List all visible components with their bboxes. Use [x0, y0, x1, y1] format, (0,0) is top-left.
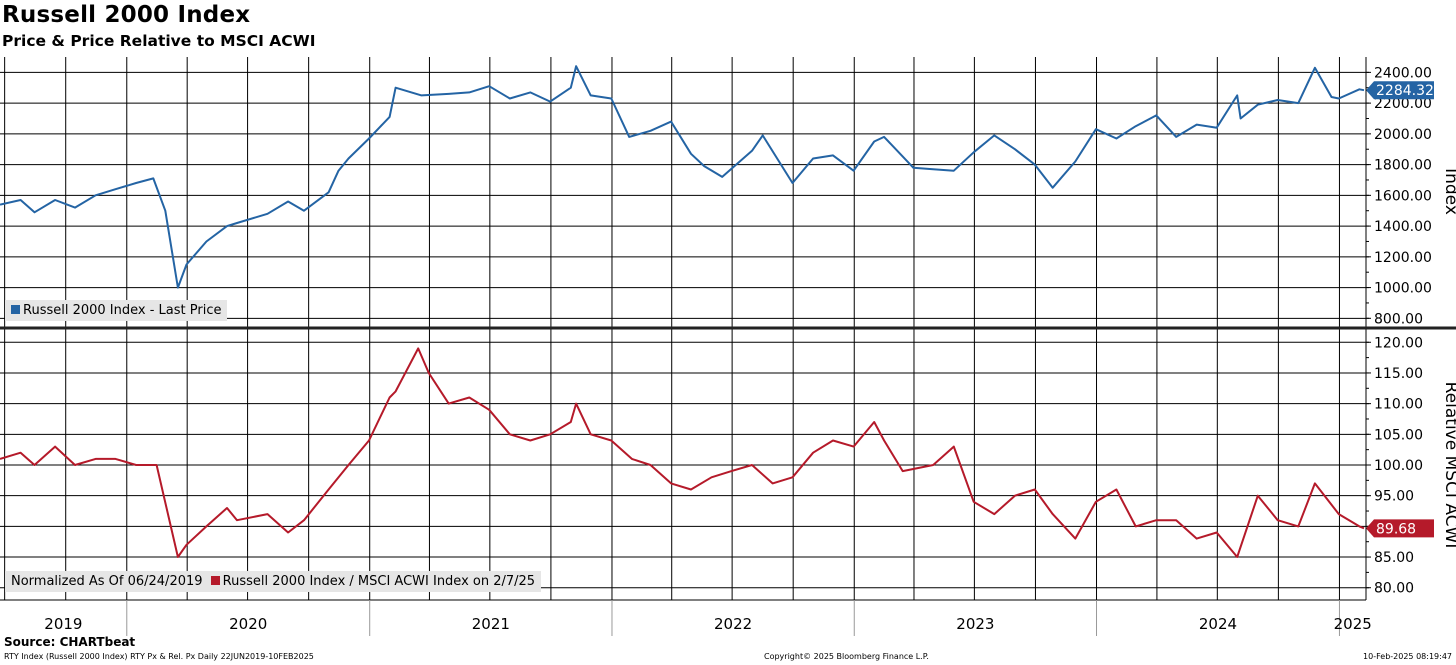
- y-tick-label: 100.00: [1374, 458, 1423, 474]
- y-axis-label: Index: [1441, 168, 1456, 215]
- legend-swatch-relative: [210, 576, 220, 585]
- x-year-label: 2024: [1199, 615, 1237, 633]
- y-tick-label: 120.00: [1374, 335, 1423, 351]
- y-tick-label: 1600.00: [1374, 188, 1432, 204]
- last-value-tag: [1366, 81, 1434, 100]
- x-year-label: 2023: [956, 615, 994, 633]
- y-tick-label: 2200.00: [1374, 96, 1432, 112]
- source-note: Source: CHARTbeat: [4, 635, 136, 649]
- legend-label-price: Russell 2000 Index - Last Price: [23, 303, 222, 318]
- y-tick-label: 1400.00: [1374, 219, 1432, 235]
- y-tick-label: 2000.00: [1374, 127, 1432, 143]
- y-tick-label: 105.00: [1374, 427, 1423, 443]
- y-tick-label: 1200.00: [1374, 250, 1432, 266]
- legend-price: Russell 2000 Index - Last Price: [5, 300, 228, 321]
- y-tick-label: 115.00: [1374, 366, 1423, 382]
- last-value-label: 89.68: [1376, 521, 1416, 537]
- y-tick-label: 95.00: [1374, 489, 1414, 505]
- footer-left: RTY Index (Russell 2000 Index) RTY Px & …: [4, 652, 314, 661]
- y-tick-label: 85.00: [1374, 550, 1414, 566]
- last-value-tag: [1366, 519, 1434, 538]
- y-tick-label: 80.00: [1374, 581, 1414, 597]
- x-year-label: 2020: [229, 615, 267, 633]
- last-value-label: 2284.32: [1376, 83, 1434, 99]
- legend-relative: Normalized As Of 06/24/2019 Russell 2000…: [5, 571, 542, 592]
- y-tick-label: 110.00: [1374, 397, 1423, 413]
- y-tick-label: 2400.00: [1374, 65, 1432, 81]
- x-year-label: 2022: [714, 615, 752, 633]
- y-tick-label: 1800.00: [1374, 158, 1432, 174]
- x-year-label: 2021: [472, 615, 510, 633]
- normalized-label: Normalized As Of 06/24/2019: [11, 574, 203, 589]
- footer-timestamp: 10-Feb-2025 08:19:47: [1363, 652, 1452, 661]
- legend-swatch-price: [11, 305, 20, 314]
- price-line: [0, 65, 1365, 289]
- chart-title: Russell 2000 Index: [2, 2, 251, 28]
- footer-copyright: Copyright© 2025 Bloomberg Finance L.P.: [764, 652, 929, 661]
- x-year-label: 2019: [44, 615, 82, 633]
- y-tick-label: 1000.00: [1374, 281, 1432, 297]
- y-tick-label: 800.00: [1374, 311, 1423, 327]
- x-year-label: 2025: [1334, 615, 1372, 633]
- y-axis-label: Relative MSCI ACWI: [1441, 382, 1456, 549]
- legend-label-relative: Russell 2000 Index / MSCI ACWI Index on …: [222, 574, 536, 589]
- relative-line: [0, 347, 1365, 558]
- chart-subtitle: Price & Price Relative to MSCI ACWI: [2, 32, 316, 50]
